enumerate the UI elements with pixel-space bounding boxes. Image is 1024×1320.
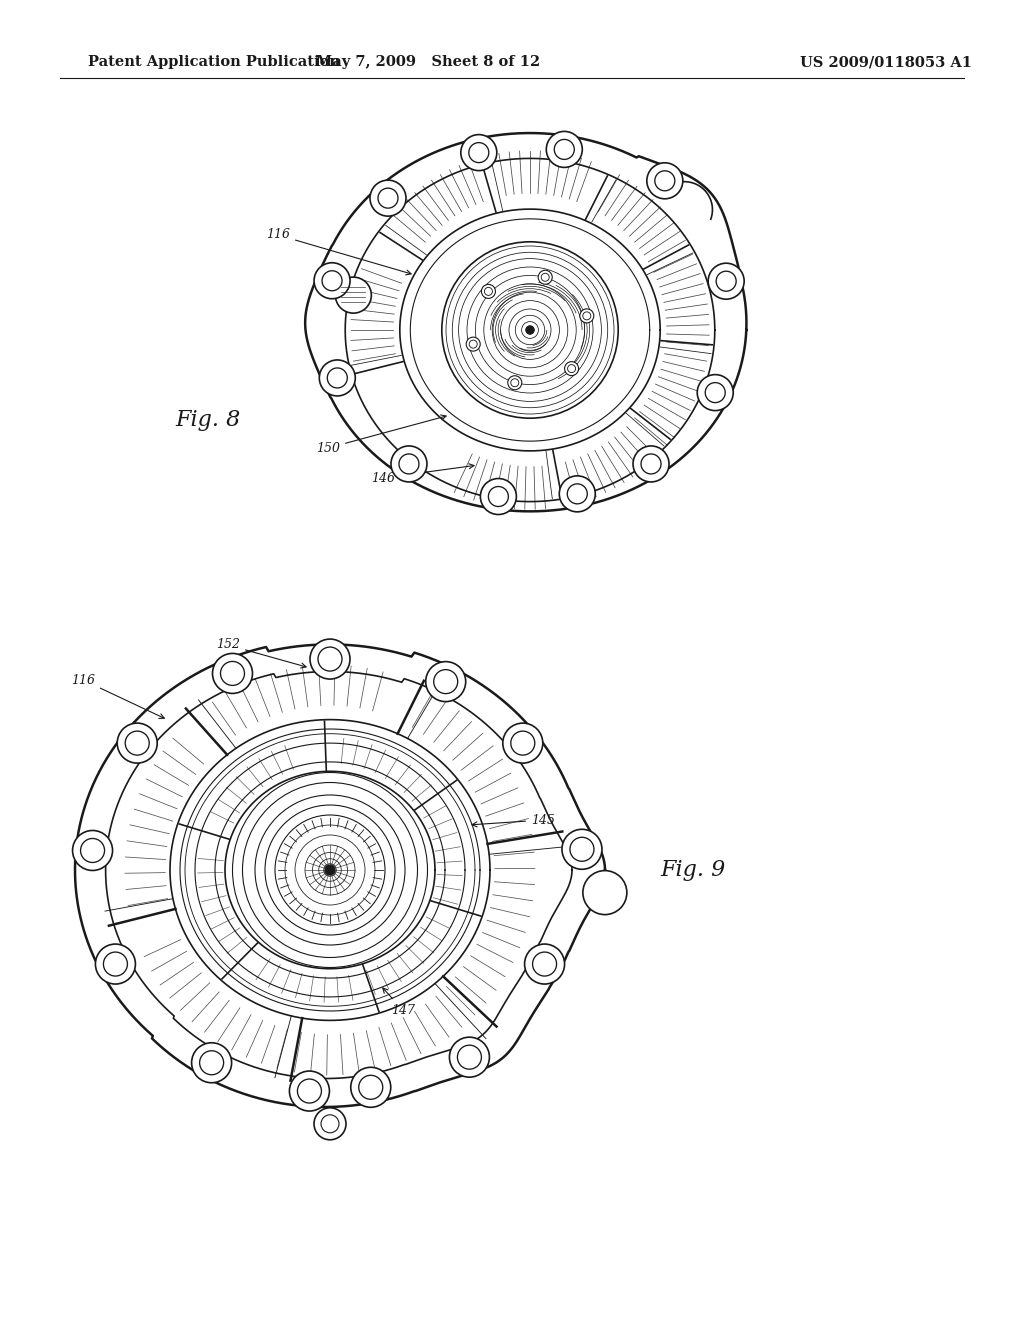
Circle shape [117, 723, 158, 763]
Circle shape [290, 1071, 330, 1111]
Circle shape [647, 162, 683, 199]
Text: 147: 147 [383, 987, 415, 1016]
Circle shape [441, 242, 618, 418]
Circle shape [526, 326, 534, 334]
Text: 150: 150 [316, 414, 446, 454]
Circle shape [633, 446, 669, 482]
Text: 116: 116 [266, 228, 412, 275]
Circle shape [546, 132, 583, 168]
Circle shape [325, 865, 335, 875]
Circle shape [351, 1068, 391, 1107]
Circle shape [335, 277, 372, 313]
Circle shape [564, 362, 579, 376]
Text: 145: 145 [472, 813, 555, 826]
Circle shape [314, 263, 350, 298]
Circle shape [191, 1043, 231, 1082]
Circle shape [539, 271, 552, 284]
Circle shape [466, 337, 480, 351]
Circle shape [709, 263, 744, 300]
Circle shape [583, 871, 627, 915]
Text: Fig. 8: Fig. 8 [175, 409, 241, 432]
Circle shape [314, 1107, 346, 1139]
Circle shape [95, 944, 135, 983]
Text: Fig. 9: Fig. 9 [660, 859, 725, 880]
Circle shape [73, 830, 113, 870]
Circle shape [559, 475, 595, 512]
Circle shape [450, 1038, 489, 1077]
Circle shape [213, 653, 253, 693]
Text: 116: 116 [71, 673, 165, 718]
Text: Patent Application Publication: Patent Application Publication [88, 55, 340, 69]
Text: May 7, 2009   Sheet 8 of 12: May 7, 2009 Sheet 8 of 12 [315, 55, 540, 69]
Circle shape [461, 135, 497, 170]
Circle shape [580, 309, 594, 323]
Text: US 2009/0118053 A1: US 2009/0118053 A1 [800, 55, 972, 69]
Circle shape [562, 829, 602, 870]
Circle shape [370, 180, 406, 216]
Circle shape [391, 446, 427, 482]
Circle shape [310, 639, 350, 678]
Circle shape [319, 360, 355, 396]
Circle shape [480, 479, 516, 515]
Text: 146: 146 [371, 463, 474, 484]
Circle shape [426, 661, 466, 702]
Circle shape [503, 723, 543, 763]
Circle shape [697, 375, 733, 411]
Circle shape [524, 944, 564, 983]
Text: 152: 152 [216, 639, 306, 668]
Circle shape [481, 284, 496, 298]
Circle shape [508, 376, 522, 389]
